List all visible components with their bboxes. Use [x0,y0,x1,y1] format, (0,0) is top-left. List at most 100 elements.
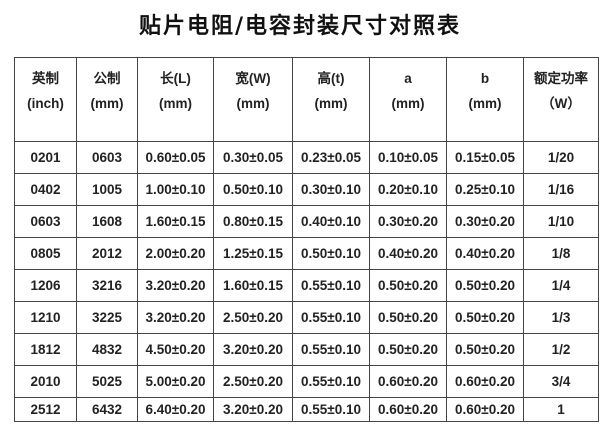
package-size-table: 英制 (inch) 公制 (mm) 长(L) (mm) 宽(W) (mm) 高(t) (mm) a (… [14,57,599,422]
table-cell: 1210 [14,301,77,334]
table-cell: 0.30±0.05 [213,141,293,174]
table-cell: 2.50±0.20 [213,365,293,398]
table-cell: 0.30±0.20 [446,205,524,238]
column-header: 额定功率 （W） [523,57,599,142]
header-unit: (mm) [236,96,270,111]
table-row: 2010 5025 5.00±0.20 2.50±0.20 0.55±0.10 0.60±… [14,365,599,398]
table-cell: 1.60±0.15 [137,205,214,238]
table-cell: 2512 [14,397,77,422]
header-label: 宽(W) [235,71,271,86]
table-cell: 0.50±0.20 [369,269,447,302]
table-cell: 0.20±0.10 [369,173,447,206]
table-cell: 3.20±0.20 [213,397,293,422]
table-cell: 0.50±0.20 [369,301,447,334]
table-cell: 4.50±0.20 [137,333,214,366]
table-cell: 0.60±0.05 [137,141,214,174]
table-cell: 3.20±0.20 [137,301,214,334]
table-cell: 0.30±0.20 [369,205,447,238]
table-cell: 0.40±0.10 [292,205,370,238]
column-header: 公制 (mm) [76,57,138,142]
header-unit: (mm) [468,96,502,111]
column-header: 英制 (inch) [14,57,77,142]
table-cell: 0.80±0.15 [213,205,293,238]
page-title: 贴片电阻/电容封装尺寸对照表 [138,13,462,39]
table-cell: 2010 [14,365,77,398]
column-header: 高(t) (mm) [292,57,370,142]
table-cell: 2.00±0.20 [137,237,214,270]
table-cell: 0.60±0.20 [369,365,447,398]
header-label: 长(L) [160,71,191,86]
table-row: 0201 0603 0.60±0.05 0.30±0.05 0.23±0.05 0.10±… [14,141,599,174]
table-cell: 1 [523,397,599,422]
header-label: 公制 [93,71,121,86]
table-cell: 1608 [76,205,138,238]
header-label: b [480,71,490,86]
table-cell: 3.20±0.20 [213,333,293,366]
column-header: a (mm) [369,57,447,142]
table-cell: 0603 [76,141,138,174]
table-cell: 5025 [76,365,138,398]
table-cell: 0.23±0.05 [292,141,370,174]
table-cell: 3/4 [523,365,599,398]
table-cell: 1206 [14,269,77,302]
table-cell: 0.25±0.10 [446,173,524,206]
table-cell: 0.55±0.10 [292,397,370,422]
table-cell: 1/10 [523,205,599,238]
table-cell: 0.40±0.20 [446,237,524,270]
table-cell: 6.40±0.20 [137,397,214,422]
table-cell: 0.15±0.05 [446,141,524,174]
table-cell: 3.20±0.20 [137,269,214,302]
table-cell: 0201 [14,141,77,174]
column-header: b (mm) [446,57,524,142]
table-cell: 1/8 [523,237,599,270]
table-cell: 4832 [76,333,138,366]
table-row: 0805 2012 2.00±0.20 1.25±0.15 0.50±0.10 0.40±… [14,237,599,270]
table-cell: 1.00±0.10 [137,173,214,206]
table-cell: 1.60±0.15 [213,269,293,302]
table-row: 0603 1608 1.60±0.15 0.80±0.15 0.40±0.10 0.30±… [14,205,599,238]
table-cell: 0.50±0.20 [446,333,524,366]
header-unit: (mm) [314,96,348,111]
header-label: a [404,71,412,86]
table-cell: 0402 [14,173,77,206]
table-cell: 0805 [14,237,77,270]
table-cell: 0.50±0.10 [292,237,370,270]
table-cell: 0.55±0.10 [292,333,370,366]
column-header: 长(L) (mm) [137,57,214,142]
table-cell: 1812 [14,333,77,366]
table-cell: 3225 [76,301,138,334]
header-unit: (mm) [90,96,124,111]
table-cell: 0.60±0.20 [446,365,524,398]
table-row: 1206 3216 3.20±0.20 1.60±0.15 0.55±0.10 0.50±… [14,269,599,302]
table-cell: 0.60±0.20 [446,397,524,422]
table-cell: 1/4 [523,269,599,302]
table-row: 0402 1005 1.00±0.10 0.50±0.10 0.30±0.10 0.20±… [14,173,599,206]
header-unit: (mm) [159,96,192,111]
table-cell: 0.10±0.05 [369,141,447,174]
header-unit: （W） [541,96,581,111]
table-cell: 0.50±0.10 [213,173,293,206]
header-unit: (mm) [391,96,425,111]
table-cell: 0.55±0.10 [292,365,370,398]
table-cell: 0.30±0.10 [292,173,370,206]
table-cell: 0.50±0.20 [446,269,524,302]
table-cell: 1005 [76,173,138,206]
header-label: 英制 [32,71,59,86]
table-row: 1812 4832 4.50±0.20 3.20±0.20 0.55±0.10 0.50±… [14,333,599,366]
table-cell: 2012 [76,237,138,270]
table-cell: 1/20 [523,141,599,174]
table-cell: 1.25±0.15 [213,237,293,270]
table-cell: 6432 [76,397,138,422]
header-label: 高(t) [317,71,345,86]
table-row: 1210 3225 3.20±0.20 2.50±0.20 0.55±0.10 0.50±… [14,301,599,334]
table-cell: 0.40±0.20 [369,237,447,270]
header-unit: (inch) [27,96,64,111]
header-label: 额定功率 [534,71,588,86]
table-cell: 0.50±0.20 [446,301,524,334]
table-cell: 1/2 [523,333,599,366]
table-cell: 0.60±0.20 [369,397,447,422]
table-cell: 0.55±0.10 [292,301,370,334]
header-row: 英制 (inch) 公制 (mm) 长(L) (mm) 宽(W) (mm) 高(t) (mm) a (… [14,57,599,142]
table-cell: 3216 [76,269,138,302]
table-cell: 0.50±0.20 [369,333,447,366]
